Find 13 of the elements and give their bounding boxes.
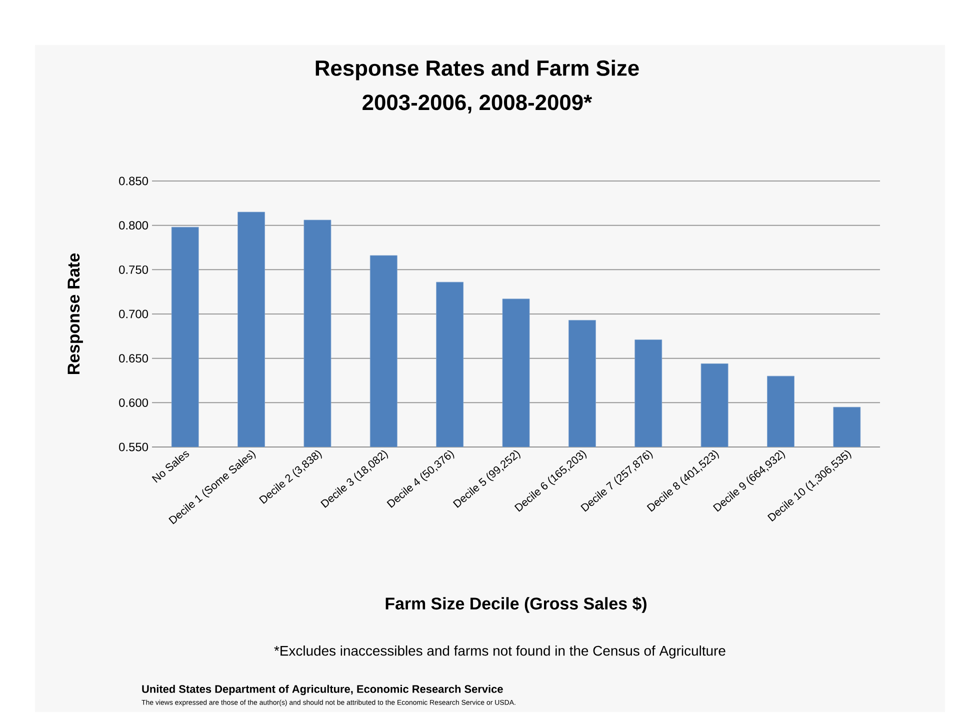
text: United States Department of Agriculture, Economic Research Service [142,684,503,696]
y-tick-label: 0.600 [119,398,148,407]
y-tick-label: 0.750 [119,265,148,274]
text: *Excludes inaccessibles and farms not found in the Census of Agriculture [274,645,726,658]
y-tick-label: 0.550 [119,442,148,452]
chart-title: Response Rates and Farm Size [316,60,639,80]
y-tick-label: 0.700 [119,310,148,318]
y-tick-label: 0.650 [119,354,148,363]
y-tick-label: 0.800 [119,221,148,230]
y-tick-label: 0.850 [119,176,148,186]
y-axis-title: Response Rate [68,253,83,374]
chart-subtitle: 2003-2006, 2008-2009* [362,94,592,114]
x-axis-title: Farm Size Decile (Gross Sales $) [386,596,646,613]
